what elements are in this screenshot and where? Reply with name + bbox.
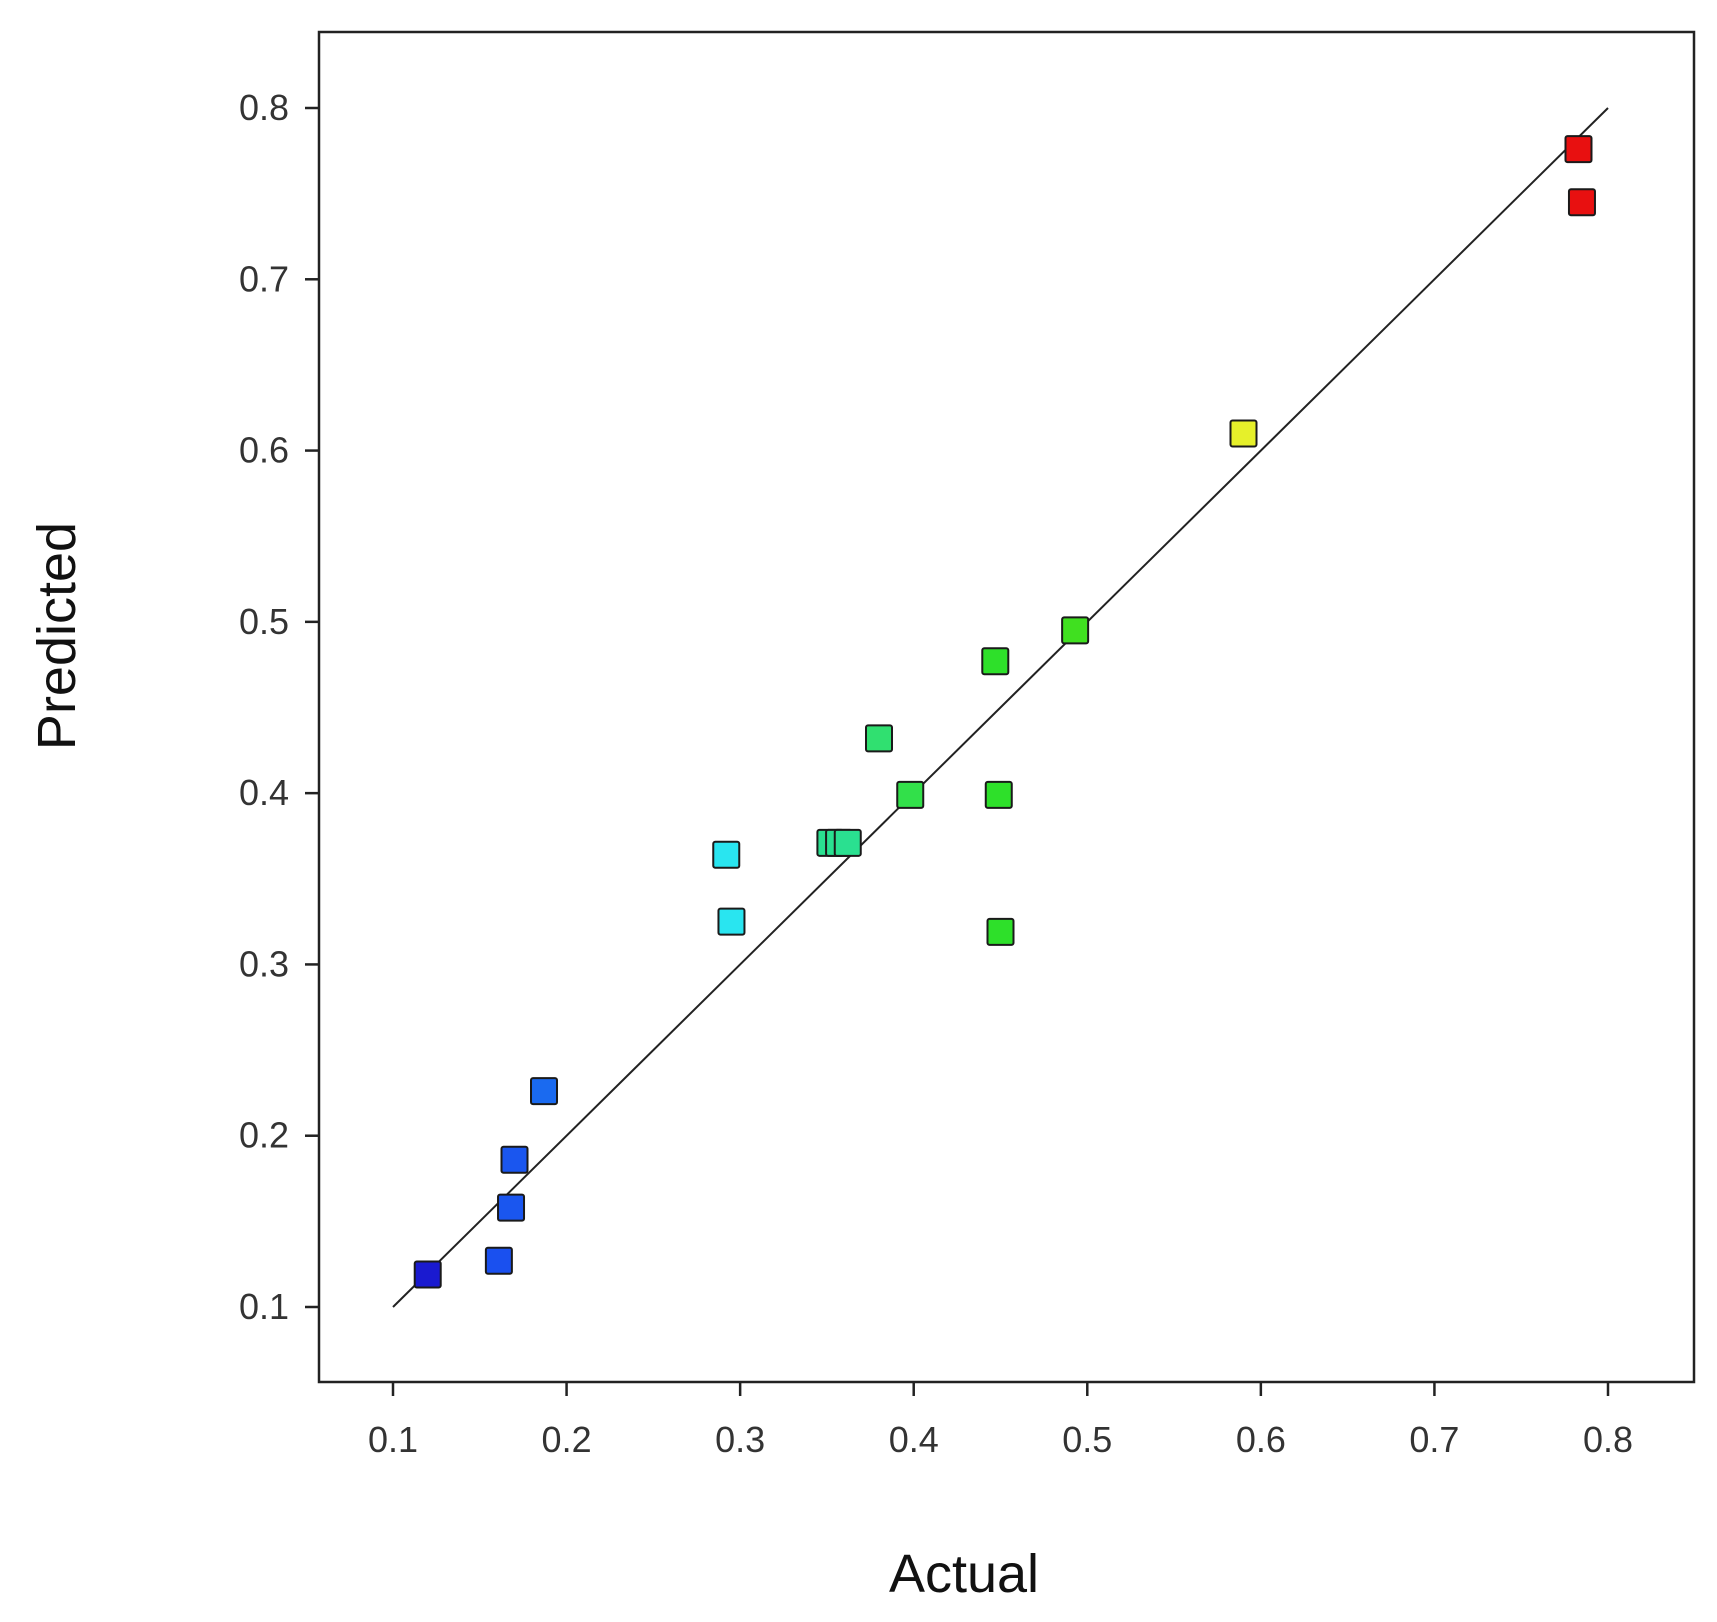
x-tick-label: 0.2 <box>542 1419 592 1460</box>
x-axis-title: Actual <box>889 1544 1039 1604</box>
x-tick-label: 0.8 <box>1583 1419 1633 1460</box>
x-tick-label: 0.5 <box>1062 1419 1112 1460</box>
y-tick-label: 0.3 <box>239 943 289 984</box>
data-point <box>1061 616 1090 645</box>
y-axis-ticks: 0.1 0.2 0.3 0.4 0.5 0.6 0.7 0.8 <box>239 87 319 1327</box>
data-point <box>413 1260 442 1289</box>
x-tick-label: 0.7 <box>1409 1419 1459 1460</box>
data-point <box>1229 419 1258 448</box>
y-tick-label: 0.1 <box>239 1286 289 1327</box>
reference-line <box>392 107 1609 1308</box>
data-point <box>986 917 1015 946</box>
data-point <box>497 1193 526 1222</box>
reference-line-group <box>392 107 1609 1308</box>
data-point <box>1564 135 1593 164</box>
x-tick-label: 0.4 <box>889 1419 939 1460</box>
data-point <box>717 907 746 936</box>
y-tick-label: 0.5 <box>239 601 289 642</box>
data-point <box>1567 188 1596 217</box>
y-tick-label: 0.4 <box>239 772 289 813</box>
data-points <box>413 135 1596 1289</box>
y-tick-label: 0.8 <box>239 87 289 128</box>
data-point <box>984 780 1013 809</box>
x-tick-label: 0.6 <box>1236 1419 1286 1460</box>
data-point <box>896 780 925 809</box>
plot-frame <box>317 30 1696 1384</box>
x-axis-ticks: 0.1 0.2 0.3 0.4 0.5 0.6 0.7 0.8 <box>368 1382 1633 1460</box>
data-point <box>712 840 741 869</box>
x-tick-label: 0.1 <box>368 1419 418 1460</box>
data-point <box>981 647 1010 676</box>
data-point <box>484 1246 513 1275</box>
y-tick-label: 0.7 <box>239 258 289 299</box>
data-point <box>530 1077 559 1106</box>
data-point <box>500 1145 529 1174</box>
x-tick-label: 0.3 <box>715 1419 765 1460</box>
data-point <box>833 828 862 857</box>
y-tick-label: 0.2 <box>239 1115 289 1156</box>
data-point <box>865 724 893 753</box>
y-axis-title: Predicted <box>27 522 87 750</box>
y-tick-label: 0.6 <box>239 430 289 471</box>
